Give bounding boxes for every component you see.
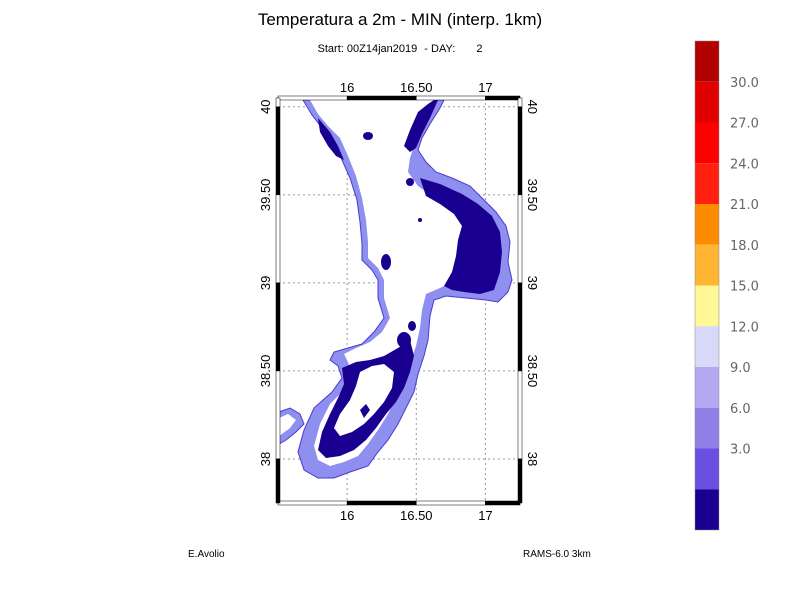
border-bar-left-4 <box>275 370 281 460</box>
blob-3 <box>397 332 411 348</box>
border-bar-left-2 <box>275 194 281 284</box>
lat-tick-right-3: 38.50 <box>525 355 540 388</box>
border-bar-top-1 <box>346 95 417 101</box>
blob-5 <box>406 178 414 186</box>
lon-tick-bottom-1: 16.50 <box>400 508 433 523</box>
lat-tick-right-2: 39 <box>525 276 540 290</box>
border-bar-left-3 <box>275 282 281 372</box>
border-bar-right-5 <box>517 458 523 504</box>
blob-2 <box>381 254 391 270</box>
colorbar: 30.0 27.0 24.0 21.0 18.0 15.0 12.0 9.0 6.0 3.0 <box>694 40 759 531</box>
colorbar-swatch-7 <box>695 326 719 367</box>
border-bar-left-0 <box>275 97 281 108</box>
start-label: Start: 00Z14jan2019 <box>317 43 418 55</box>
border-bar-left-1 <box>275 106 281 196</box>
colorbar-swatch-8 <box>695 367 719 408</box>
land-interior <box>310 100 466 466</box>
blob-7 <box>418 218 422 222</box>
colorbar-label-2: 24.0 <box>730 157 759 172</box>
colorbar-label-3: 21.0 <box>730 198 759 213</box>
border-bar-right-2 <box>517 194 523 284</box>
border-bar-right-0 <box>517 97 523 108</box>
blob-6 <box>469 236 479 244</box>
lat-tick-left-0: 40 <box>258 100 273 114</box>
lon-tick-bottom-0: 16 <box>340 508 354 523</box>
region-dark-north <box>404 100 438 152</box>
region-dark-coast-west <box>318 118 344 160</box>
blob-4 <box>408 321 416 331</box>
lat-tick-right-0: 40 <box>525 100 540 114</box>
colorbar-swatch-0 <box>695 41 719 82</box>
border-bar-right-1 <box>517 106 523 196</box>
map-panel <box>277 97 521 504</box>
colorbar-swatch-9 <box>695 407 719 449</box>
colorbar-label-5: 15.0 <box>730 280 759 295</box>
colorbar-label-0: 30.0 <box>730 76 759 91</box>
border-bar-top-0 <box>277 95 348 101</box>
colorbar-swatch-10 <box>695 448 719 490</box>
sicily-corner-white <box>279 414 296 436</box>
lat-tick-right-1: 39.50 <box>525 179 540 212</box>
lat-tick-right-4: 38 <box>525 452 540 466</box>
colorbar-swatch-11 <box>695 489 719 530</box>
border-bar-bottom-0 <box>277 500 348 506</box>
colorbar-swatch-4 <box>695 204 719 245</box>
colorbar-swatch-5 <box>695 244 719 286</box>
border-bar-bottom-1 <box>346 500 417 506</box>
lon-tick-top-2: 17 <box>478 80 492 95</box>
model-credit: RAMS-6.0 3km <box>523 549 591 560</box>
border-bar-top-2 <box>416 95 486 101</box>
lon-tick-top-1: 16.50 <box>400 80 433 95</box>
chart-title: Temperatura a 2m - MIN (interp. 1km) <box>257 10 543 29</box>
colorbar-label-9: 3.0 <box>730 443 751 458</box>
lon-tick-top-0: 16 <box>340 80 354 95</box>
colorbar-swatch-3 <box>695 163 719 204</box>
border-bar-left-5 <box>275 458 281 504</box>
colorbar-label-6: 12.0 <box>730 320 759 335</box>
day-value: 2 <box>476 43 483 55</box>
colorbar-swatch-6 <box>695 285 719 327</box>
border-bar-top-3 <box>485 95 521 101</box>
land-patch-inner-lake <box>360 404 370 418</box>
lat-tick-left-1: 39.50 <box>258 179 273 212</box>
border-bar-right-4 <box>517 370 523 460</box>
border-bar-bottom-3 <box>485 500 521 506</box>
chart-subtitle: Start: 00Z14jan2019 - DAY: 2 <box>0 43 800 55</box>
colorbar-outline <box>694 40 720 531</box>
lat-tick-left-3: 38.50 <box>258 355 273 388</box>
blob-1 <box>363 132 373 140</box>
border-bar-right-3 <box>517 282 523 372</box>
land-patch-south <box>334 364 394 436</box>
lon-tick-bottom-2: 17 <box>478 508 492 523</box>
lat-tick-left-4: 38 <box>258 452 273 466</box>
colorbar-label-8: 6.0 <box>730 402 751 417</box>
colorbar-label-1: 27.0 <box>730 117 759 132</box>
map-axes: 16 16 16.50 16.50 17 17 40 40 39.50 39.50 39 39 38.5… <box>258 80 540 523</box>
border-bar-bottom-2 <box>416 500 486 506</box>
colorbar-swatch-1 <box>695 81 719 123</box>
colorbar-label-4: 18.0 <box>730 239 759 254</box>
colorbar-label-7: 9.0 <box>730 361 751 376</box>
day-label: - DAY: <box>424 43 456 55</box>
author-credit: E.Avolio <box>188 549 225 560</box>
colorbar-swatch-2 <box>695 122 719 164</box>
lat-tick-left-2: 39 <box>258 276 273 290</box>
region-dark-east <box>420 178 502 294</box>
